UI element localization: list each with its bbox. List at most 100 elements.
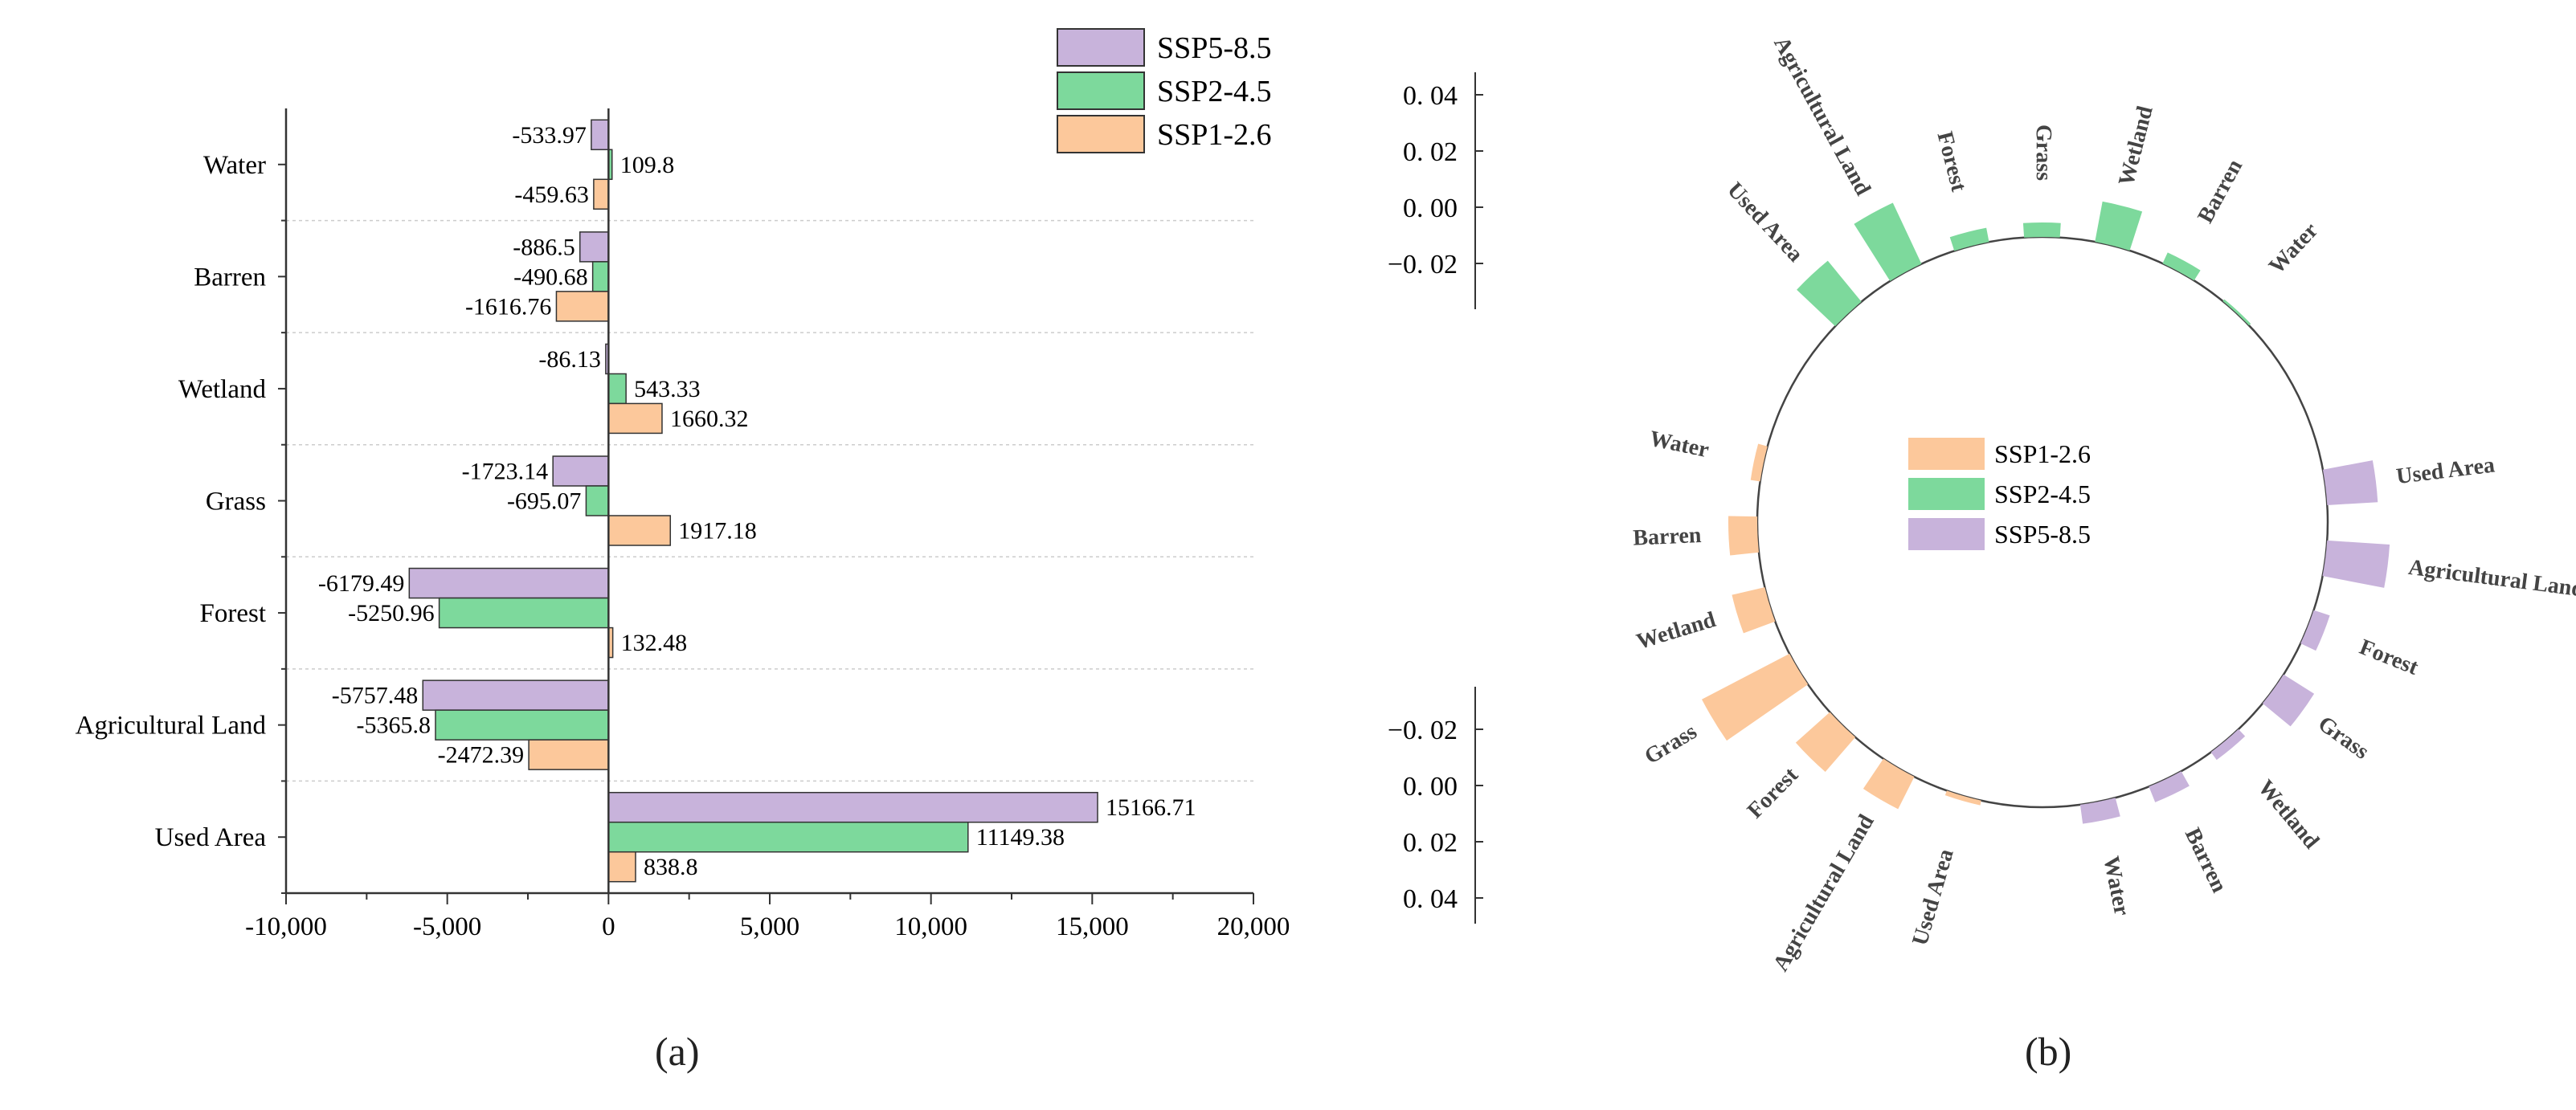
radial-label-agricultural-land-ssp2-4-5: Agricultural Land bbox=[1768, 33, 1875, 200]
bar-chart: 15166.71 11149.38 838.8 Used Area -5757.48 -5… bbox=[76, 28, 1290, 941]
legend-label-ssp2-4-5: SSP2-4.5 bbox=[1157, 75, 1272, 108]
bar-chart-panel: 15166.71 11149.38 838.8 Used Area -5757.48 -5… bbox=[76, 28, 1290, 941]
radial-bar-agricultural-land-ssp2-4-5 bbox=[1854, 202, 1922, 281]
data-label-grass-ssp1-2-6: 1917.18 bbox=[678, 518, 757, 545]
legend: SSP5-8.5 SSP2-4.5 SSP1-2.6 bbox=[1057, 28, 1272, 153]
radial-label-water-ssp1-2-6: Water bbox=[1647, 426, 1711, 463]
data-label-agricultural-land-ssp5-8-5: -5757.48 bbox=[332, 683, 419, 709]
radial-bar-barren-ssp5-8-5 bbox=[2149, 771, 2190, 802]
x-tick-label: -10,000 bbox=[245, 912, 327, 941]
data-label-used-area-ssp5-8-5: 15166.71 bbox=[1106, 794, 1196, 821]
radial-legend-swatch-ssp2-4-5 bbox=[1908, 478, 1985, 510]
radial-bar-chart: Used Area Agricultural Land Forest Grass Wet… bbox=[1388, 33, 2576, 976]
radial-label-grass-ssp5-8-5: Grass bbox=[2313, 712, 2374, 765]
x-tick-label: 15,000 bbox=[1056, 912, 1129, 941]
data-label-used-area-ssp2-4-5: 11149.38 bbox=[976, 824, 1065, 851]
radial-bar-forest-ssp1-2-6 bbox=[1795, 712, 1856, 772]
radial-axis-bottom-tick-label: 0. 04 bbox=[1403, 884, 1458, 914]
x-tick-label: 10,000 bbox=[894, 912, 967, 941]
x-tick-label: -5,000 bbox=[413, 912, 481, 941]
radial-bar-grass-ssp1-2-6 bbox=[1702, 653, 1809, 741]
radial-axis-bottom-tick-label: −0. 02 bbox=[1388, 716, 1458, 745]
data-label-forest-ssp5-8-5: -6179.49 bbox=[318, 570, 405, 597]
radial-label-agricultural-land-ssp5-8-5: Agricultural Land bbox=[2407, 555, 2576, 602]
bar-barren-ssp2-4-5 bbox=[591, 261, 610, 292]
bar-used-area-ssp5-8-5 bbox=[607, 791, 1098, 823]
radial-bar-forest-ssp5-8-5 bbox=[2300, 610, 2330, 651]
data-label-wetland-ssp1-2-6: 1660.32 bbox=[670, 406, 749, 432]
data-label-barren-ssp2-4-5: -490.68 bbox=[513, 263, 588, 290]
bar-barren-ssp1-2-6 bbox=[555, 291, 610, 322]
radial-bar-used-area-ssp2-4-5 bbox=[1797, 260, 1862, 327]
data-label-wetland-ssp5-8-5: -86.13 bbox=[538, 346, 601, 373]
radial-bar-agricultural-land-ssp1-2-6 bbox=[1862, 758, 1915, 810]
data-label-forest-ssp1-2-6: 132.48 bbox=[621, 630, 688, 656]
category-label-grass: Grass bbox=[206, 488, 266, 516]
radial-axis-top-tick-label: −0. 02 bbox=[1388, 250, 1458, 280]
radial-bar-wetland-ssp1-2-6 bbox=[1732, 587, 1776, 634]
radial-label-barren-ssp2-4-5: Barren bbox=[2193, 155, 2247, 227]
radial-bar-grass-ssp5-8-5 bbox=[2262, 674, 2315, 727]
category-label-used-area: Used Area bbox=[155, 823, 267, 852]
panel-label-a: (a) bbox=[655, 1029, 700, 1074]
radial-legend-label-ssp5-8-5: SSP5-8.5 bbox=[1994, 520, 2091, 549]
bar-water-ssp5-8-5 bbox=[591, 119, 610, 151]
bar-wetland-ssp2-4-5 bbox=[607, 373, 627, 405]
bar-grass-ssp2-4-5 bbox=[585, 485, 610, 516]
radial-legend: SSP1-2.6 SSP2-4.5 SSP5-8.5 bbox=[1908, 438, 2091, 550]
radial-label-barren-ssp5-8-5: Barren bbox=[2180, 824, 2232, 896]
legend-label-ssp1-2-6: SSP1-2.6 bbox=[1157, 118, 1272, 152]
radial-legend-label-ssp1-2-6: SSP1-2.6 bbox=[1994, 439, 2091, 468]
radial-legend-swatch-ssp5-8-5 bbox=[1908, 518, 1985, 550]
category-label-forest: Forest bbox=[200, 599, 267, 628]
data-label-barren-ssp1-2-6: -1616.76 bbox=[465, 293, 552, 320]
radial-bar-water-ssp2-4-5 bbox=[2222, 299, 2251, 326]
bar-used-area-ssp1-2-6 bbox=[607, 851, 636, 883]
legend-swatch-ssp1-2-6 bbox=[1057, 115, 1145, 153]
bar-forest-ssp2-4-5 bbox=[438, 597, 610, 629]
radial-label-used-area-ssp1-2-6: Used Area bbox=[1907, 847, 1959, 949]
bar-grass-ssp1-2-6 bbox=[607, 515, 672, 546]
radial-label-water-ssp5-8-5: Water bbox=[2098, 854, 2134, 917]
radial-axis-top-tick-label: 0. 00 bbox=[1403, 194, 1458, 223]
bar-used-area-ssp2-4-5 bbox=[607, 821, 969, 853]
data-label-water-ssp1-2-6: -459.63 bbox=[514, 182, 589, 208]
legend-swatch-ssp5-8-5 bbox=[1057, 28, 1145, 67]
radial-label-forest-ssp5-8-5: Forest bbox=[2356, 635, 2422, 680]
data-label-grass-ssp2-4-5: -695.07 bbox=[507, 488, 582, 515]
category-label-barren: Barren bbox=[194, 263, 266, 292]
radial-bar-barren-ssp2-4-5 bbox=[2162, 252, 2201, 281]
category-label-agricultural-land: Agricultural Land bbox=[76, 712, 267, 741]
data-label-forest-ssp2-4-5: -5250.96 bbox=[348, 600, 435, 626]
data-label-agricultural-land-ssp2-4-5: -5365.8 bbox=[356, 712, 431, 739]
radial-axis-bottom-tick-label: 0. 00 bbox=[1403, 772, 1458, 802]
data-label-wetland-ssp2-4-5: 543.33 bbox=[634, 376, 701, 402]
radial-axis-top-tick-label: 0. 02 bbox=[1403, 137, 1458, 167]
category-label-water: Water bbox=[203, 151, 266, 180]
bar-wetland-ssp1-2-6 bbox=[607, 402, 663, 435]
panel-label-b: (b) bbox=[2025, 1029, 2072, 1074]
data-label-water-ssp5-8-5: -533.97 bbox=[512, 122, 587, 149]
radial-axis-top-tick-label: 0. 04 bbox=[1403, 81, 1458, 111]
radial-legend-swatch-ssp1-2-6 bbox=[1908, 438, 1985, 470]
radial-bar-water-ssp1-2-6 bbox=[1750, 443, 1768, 482]
radial-bar-forest-ssp2-4-5 bbox=[1949, 227, 1989, 251]
radial-bar-used-area-ssp5-8-5 bbox=[2322, 460, 2378, 505]
bar-agricultural-land-ssp5-8-5 bbox=[422, 679, 610, 711]
data-label-used-area-ssp1-2-6: 838.8 bbox=[644, 854, 698, 880]
x-tick-label: 0 bbox=[602, 912, 615, 941]
data-label-agricultural-land-ssp1-2-6: -2472.39 bbox=[438, 742, 525, 769]
radial-label-wetland-ssp1-2-6: Wetland bbox=[1634, 607, 1719, 655]
radial-axis-bottom-tick-label: 0. 02 bbox=[1403, 828, 1458, 858]
radial-label-used-area-ssp5-8-5: Used Area bbox=[2395, 452, 2496, 489]
radial-label-grass-ssp1-2-6: Grass bbox=[1640, 719, 1701, 769]
bar-barren-ssp5-8-5 bbox=[579, 231, 610, 263]
bar-grass-ssp5-8-5 bbox=[552, 455, 610, 487]
radial-bar-wetland-ssp2-4-5 bbox=[2095, 201, 2143, 251]
radial-label-barren-ssp1-2-6: Barren bbox=[1633, 523, 1703, 551]
radial-bar-grass-ssp2-4-5 bbox=[2022, 222, 2061, 238]
radial-bar-water-ssp5-8-5 bbox=[2079, 798, 2120, 824]
radial-label-wetland-ssp5-8-5: Wetland bbox=[2253, 775, 2325, 854]
radial-label-water-ssp2-4-5: Water bbox=[2264, 218, 2323, 279]
bar-agricultural-land-ssp2-4-5 bbox=[435, 709, 610, 741]
